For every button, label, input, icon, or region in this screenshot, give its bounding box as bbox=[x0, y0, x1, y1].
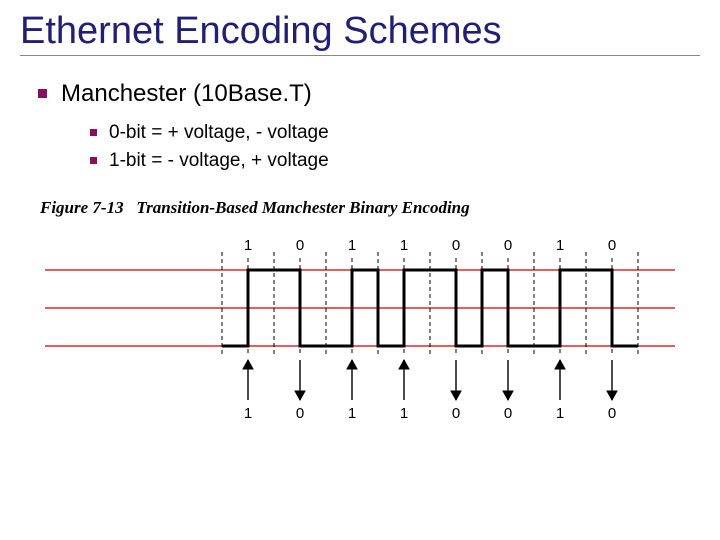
slide-title: Ethernet Encoding Schemes bbox=[20, 10, 700, 56]
bullet-square-icon bbox=[90, 129, 97, 136]
svg-text:1: 1 bbox=[556, 237, 564, 254]
svg-text:0: 0 bbox=[452, 237, 460, 254]
svg-text:1: 1 bbox=[244, 405, 252, 422]
bullet-level2-a: 0-bit = + voltage, - voltage bbox=[90, 122, 700, 144]
manchester-svg: 1 1 0 0 1 1 1 1 0 0 0 0 1 1 0 0 bbox=[40, 232, 680, 432]
svg-text:0: 0 bbox=[296, 405, 304, 422]
bullet-square-icon bbox=[90, 157, 97, 164]
svg-text:0: 0 bbox=[452, 405, 460, 422]
bullet-level2-text: 1-bit = - voltage, + voltage bbox=[109, 150, 329, 172]
svg-text:1: 1 bbox=[400, 405, 408, 422]
svg-text:1: 1 bbox=[348, 405, 356, 422]
figure-caption-prefix: Figure 7-13 bbox=[40, 198, 124, 217]
svg-text:0: 0 bbox=[608, 405, 616, 422]
figure-caption-text: Transition-Based Manchester Binary Encod… bbox=[136, 198, 469, 217]
svg-text:1: 1 bbox=[400, 237, 408, 254]
svg-text:1: 1 bbox=[348, 237, 356, 254]
svg-text:0: 0 bbox=[608, 237, 616, 254]
svg-text:0: 0 bbox=[504, 237, 512, 254]
svg-text:1: 1 bbox=[556, 405, 564, 422]
svg-text:0: 0 bbox=[296, 237, 304, 254]
bullet-level2-b: 1-bit = - voltage, + voltage bbox=[90, 150, 700, 172]
bullet-level2-text: 0-bit = + voltage, - voltage bbox=[109, 122, 329, 144]
bullet-level1: Manchester (10Base.T) bbox=[38, 80, 700, 108]
bullet-level1-text: Manchester (10Base.T) bbox=[61, 80, 312, 108]
svg-text:0: 0 bbox=[504, 405, 512, 422]
figure-area: Figure 7-13 Transition-Based Manchester … bbox=[40, 198, 700, 432]
manchester-diagram: 1 1 0 0 1 1 1 1 0 0 0 0 1 1 0 0 bbox=[40, 232, 680, 432]
bullet-square-icon bbox=[38, 89, 47, 98]
svg-text:1: 1 bbox=[244, 237, 252, 254]
figure-caption: Figure 7-13 Transition-Based Manchester … bbox=[40, 198, 700, 218]
